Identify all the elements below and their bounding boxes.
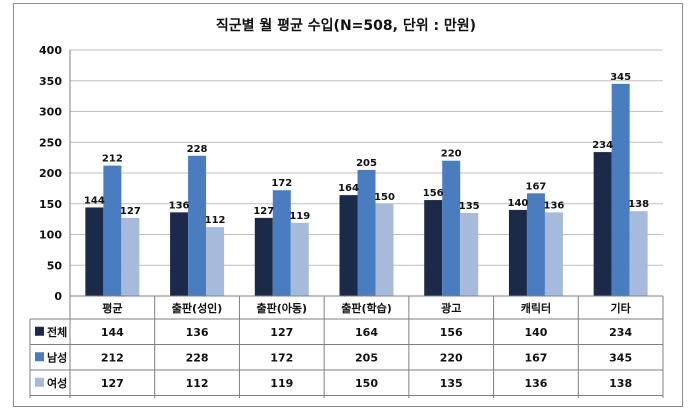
table-cell: 127 — [270, 326, 293, 339]
data-label: 345 — [610, 72, 631, 83]
table-cell: 138 — [609, 377, 632, 390]
table-cell: 228 — [186, 351, 209, 364]
bar-남성-출판(학습) — [357, 169, 376, 296]
data-labels: 144 212 127 136 228 112 127 172 119 164 205 150 156 2… — [84, 72, 649, 226]
x-category-label: 출판(성인) — [172, 301, 223, 315]
y-tick-label: 0 — [54, 290, 62, 303]
bar-남성-광고 — [442, 160, 461, 296]
x-category-label: 광고 — [441, 302, 461, 315]
bar-전체-광고 — [424, 200, 443, 296]
x-category-label: 출판(학습) — [341, 301, 392, 315]
table-cell: 127 — [101, 377, 124, 390]
data-label: 164 — [338, 183, 359, 194]
table-cell: 112 — [186, 377, 209, 390]
x-category-label: 평균 — [102, 301, 122, 315]
table-cell: 135 — [440, 377, 463, 390]
legend-swatch-남성 — [35, 352, 44, 362]
table-cell: 205 — [355, 351, 378, 364]
table-cell: 136 — [524, 377, 547, 390]
bar-여성-출판(아동) — [290, 222, 309, 296]
table-cell: 172 — [270, 351, 293, 364]
y-tick-label: 300 — [39, 106, 62, 119]
table-cell: 212 — [101, 351, 124, 364]
data-label: 220 — [441, 149, 462, 160]
x-category-label: 출판(아동) — [257, 301, 308, 315]
x-category-label: 캐릭터 — [521, 301, 551, 315]
y-tick-label: 150 — [39, 198, 62, 211]
bar-남성-출판(성인) — [188, 155, 207, 296]
table-cell: 345 — [609, 351, 632, 364]
table-cell: 140 — [524, 326, 547, 339]
bar-여성-출판(성인) — [206, 227, 225, 296]
data-label: 234 — [592, 140, 613, 151]
data-label: 205 — [356, 158, 377, 169]
data-label: 127 — [120, 206, 141, 217]
table-cell: 164 — [355, 326, 378, 339]
bar-전체-출판(아동) — [254, 217, 273, 296]
y-tick-label: 350 — [39, 75, 62, 88]
chart-title: 직군별 월 평균 수입(N=508, 단위 : 만원) — [216, 17, 476, 34]
data-label: 136 — [169, 200, 190, 211]
bars — [85, 83, 648, 296]
bar-전체-기타 — [593, 152, 612, 296]
bar-여성-광고 — [460, 212, 479, 296]
y-tick-label: 250 — [39, 136, 62, 149]
data-label: 140 — [507, 198, 528, 209]
data-label: 112 — [205, 215, 226, 226]
y-tick-label: 50 — [47, 259, 63, 272]
table-cell: 119 — [270, 377, 293, 390]
bar-여성-출판(학습) — [375, 203, 394, 296]
y-tick-label: 100 — [39, 229, 62, 242]
bar-전체-출판(성인) — [170, 212, 189, 296]
table-cell: 234 — [609, 326, 632, 339]
table-cell: 220 — [440, 351, 463, 364]
bar-여성-캐릭터 — [544, 212, 563, 296]
table-cell: 144 — [101, 326, 124, 339]
data-label: 138 — [628, 199, 649, 210]
legend-swatch-전체 — [35, 326, 44, 336]
bar-여성-기타 — [629, 211, 648, 296]
legend-label-여성: 여성 — [47, 376, 67, 390]
data-label: 144 — [84, 195, 105, 206]
y-tick-label: 200 — [39, 167, 62, 180]
bar-여성-평균 — [121, 217, 140, 296]
table-cell: 156 — [440, 326, 463, 339]
data-label: 167 — [525, 181, 546, 192]
legend-label-남성: 남성 — [47, 350, 67, 364]
data-label: 136 — [543, 200, 564, 211]
data-label: 135 — [459, 201, 480, 212]
bar-전체-캐릭터 — [508, 209, 527, 296]
data-label: 119 — [289, 211, 310, 222]
legend-label-전체: 전체 — [47, 325, 67, 339]
bar-남성-캐릭터 — [526, 193, 545, 296]
data-label: 127 — [253, 206, 274, 217]
y-tick-label: 400 — [39, 44, 62, 57]
bar-남성-기타 — [611, 83, 630, 296]
x-category-label: 기타 — [611, 301, 632, 315]
bar-전체-평균 — [85, 207, 104, 296]
bar-전체-출판(학습) — [339, 195, 358, 296]
data-label: 150 — [374, 192, 395, 203]
data-label: 228 — [187, 144, 208, 155]
bar-남성-출판(아동) — [272, 190, 291, 296]
bar-남성-평균 — [103, 165, 122, 296]
table-cell: 150 — [355, 377, 378, 390]
data-label: 172 — [271, 178, 292, 189]
legend-swatch-여성 — [35, 377, 44, 387]
data-label: 156 — [423, 188, 444, 199]
table-cell: 167 — [524, 351, 547, 364]
data-label: 212 — [102, 154, 123, 165]
table-cell: 136 — [186, 326, 209, 339]
